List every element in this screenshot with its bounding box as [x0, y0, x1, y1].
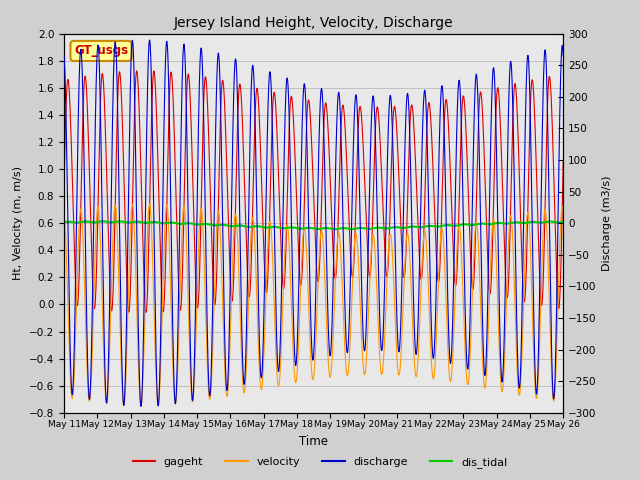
- Text: GT_usgs: GT_usgs: [74, 45, 128, 58]
- Y-axis label: Ht, Velocity (m, m/s): Ht, Velocity (m, m/s): [13, 166, 24, 280]
- Legend: gageht, velocity, discharge, dis_tidal: gageht, velocity, discharge, dis_tidal: [128, 452, 512, 472]
- Y-axis label: Discharge (m3/s): Discharge (m3/s): [602, 176, 612, 271]
- X-axis label: Time: Time: [299, 435, 328, 448]
- Title: Jersey Island Height, Velocity, Discharge: Jersey Island Height, Velocity, Discharg…: [174, 16, 453, 30]
